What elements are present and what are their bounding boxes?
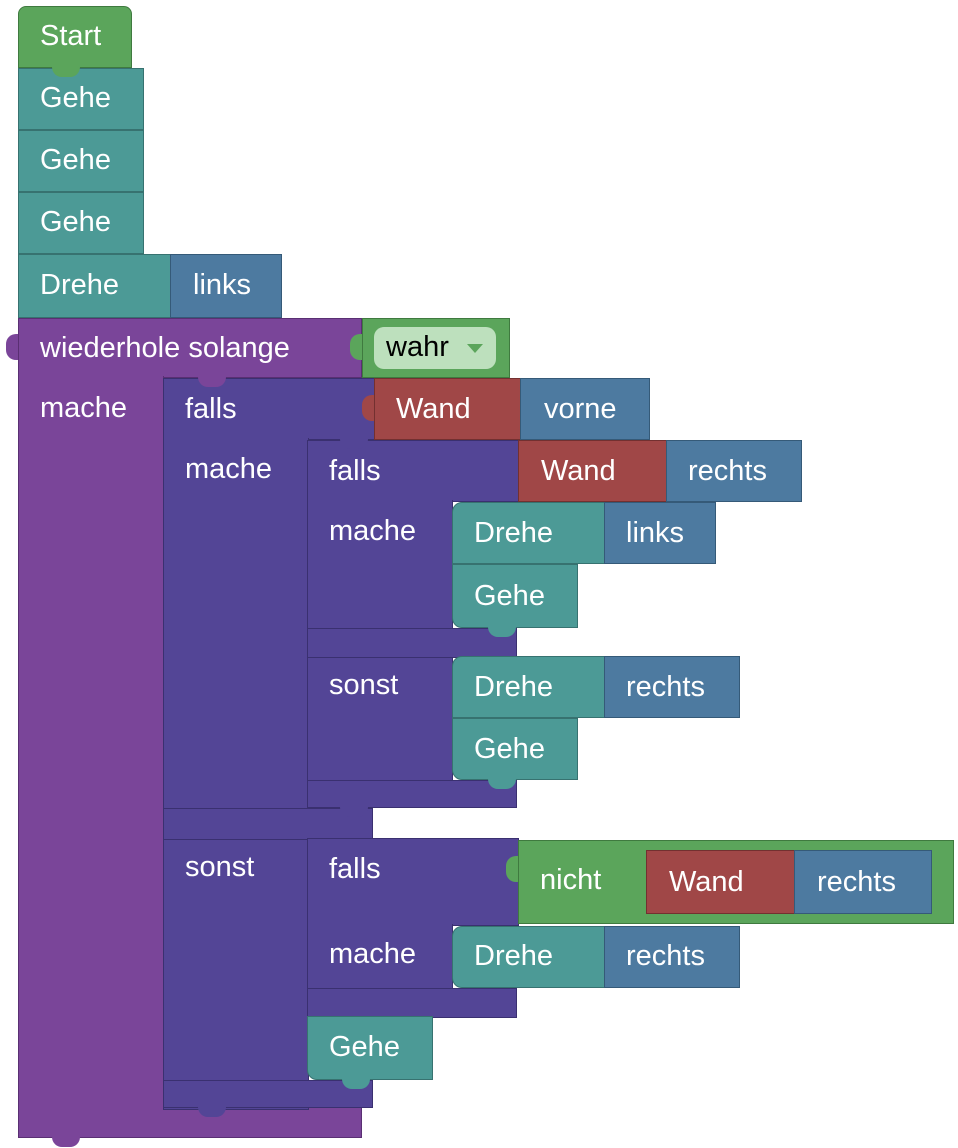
direction-right-label: rechts (817, 866, 896, 898)
boolean-true-tab (350, 334, 362, 360)
if-wall-front-notch (198, 377, 226, 387)
if-wall-right-else-label: sonst (329, 669, 399, 701)
repeat-while-label: wiederhole solange (40, 332, 290, 364)
move-block[interactable] (18, 68, 144, 130)
move-bottom-notch (488, 627, 516, 637)
repeat-while-do-label: mache (40, 392, 128, 424)
wall-sensor-front-tab (362, 395, 374, 421)
if-not-wall-right-label: falls (329, 853, 381, 885)
direction-front-block[interactable] (520, 378, 650, 440)
triangle-down-icon (467, 344, 483, 353)
wall-sensor-right-label: Wand (541, 455, 616, 487)
move-block[interactable] (307, 1016, 433, 1080)
if-wall-front-else-label: sonst (185, 851, 255, 883)
repeat-while-bottom-notch (52, 1137, 80, 1147)
direction-left-label: links (626, 517, 685, 549)
move-bottom-notch (488, 779, 516, 789)
if-wall-right-bottom-notch (340, 807, 368, 817)
move-label: Gehe (329, 1031, 400, 1063)
if-wall-front-do-label: mache (185, 453, 273, 485)
direction-left-block[interactable] (604, 502, 716, 564)
turn-block[interactable] (452, 926, 606, 988)
if-wall-right-footer (307, 780, 517, 808)
direction-right-block[interactable] (794, 850, 932, 914)
move-label: Gehe (40, 82, 111, 114)
direction-right-label: rechts (688, 455, 767, 487)
start-bottom-notch (52, 67, 80, 77)
repeat-while-left-tab (6, 334, 18, 360)
if-wall-front-arm (163, 438, 309, 1110)
move-label: Gehe (40, 206, 111, 238)
direction-right-label: rechts (626, 940, 705, 972)
wall-sensor-right-label: Wand (669, 866, 744, 898)
logic-not-tab (506, 856, 518, 882)
move-bottom-notch (342, 1079, 370, 1089)
direction-front-label: vorne (544, 393, 617, 425)
turn-block[interactable] (18, 254, 172, 318)
move-block[interactable] (18, 192, 144, 254)
if-wall-right-do-label: mache (329, 515, 417, 547)
if-wall-front-footer (163, 1080, 373, 1108)
move-block[interactable] (452, 718, 578, 780)
repeat-while-arm (18, 376, 164, 1110)
turn-label: Drehe (474, 940, 553, 972)
direction-right-block[interactable] (666, 440, 802, 502)
if-wall-right-notch (340, 439, 368, 449)
repeat-while-block[interactable] (18, 318, 362, 378)
logic-not-label: nicht (540, 864, 602, 896)
if-not-wall-right-footer (307, 988, 517, 1018)
wall-sensor-front-block[interactable] (374, 378, 522, 440)
direction-right-block[interactable] (604, 926, 740, 988)
direction-right-block[interactable] (604, 656, 740, 718)
move-label: Gehe (474, 733, 545, 765)
wall-sensor-front-label: Wand (396, 393, 471, 425)
wall-sensor-right-block[interactable] (518, 440, 668, 502)
repeat-while-footer (18, 1108, 362, 1138)
move-block[interactable] (18, 130, 144, 192)
if-wall-front-bottom-notch (198, 1107, 226, 1117)
boolean-dropdown[interactable]: wahr (374, 327, 496, 369)
turn-label: Drehe (474, 671, 553, 703)
direction-left-label: links (193, 269, 252, 301)
if-wall-right-label: falls (329, 455, 381, 487)
turn-block[interactable] (452, 502, 606, 564)
boolean-dropdown-value: wahr (386, 331, 449, 363)
turn-label: Drehe (40, 269, 119, 301)
if-wall-right-sonst-bar (307, 628, 517, 658)
wall-sensor-right-block[interactable] (646, 850, 796, 914)
turn-label: Drehe (474, 517, 553, 549)
if-not-wall-right-do-label: mache (329, 938, 417, 970)
move-label: Gehe (40, 144, 111, 176)
direction-right-label: rechts (626, 671, 705, 703)
if-wall-front-sonst-bar (163, 808, 373, 840)
start-label: Start (40, 20, 102, 52)
direction-left-block[interactable] (170, 254, 282, 318)
if-wall-front-label: falls (185, 393, 237, 425)
turn-block[interactable] (452, 656, 606, 718)
move-label: Gehe (474, 580, 545, 612)
